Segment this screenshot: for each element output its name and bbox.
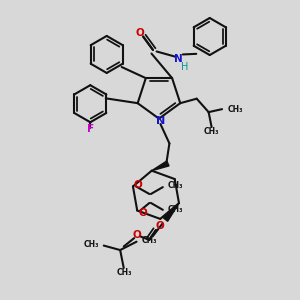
Text: O: O <box>134 180 143 190</box>
Text: O: O <box>155 221 164 232</box>
Text: CH₃: CH₃ <box>117 268 132 277</box>
Text: O: O <box>132 230 141 239</box>
Text: CH₃: CH₃ <box>83 240 99 249</box>
Text: O: O <box>135 28 144 38</box>
Text: N: N <box>174 54 183 64</box>
Polygon shape <box>164 203 179 221</box>
Polygon shape <box>152 161 169 171</box>
Text: N: N <box>156 116 165 126</box>
Text: CH₃: CH₃ <box>167 205 183 214</box>
Text: CH₃: CH₃ <box>142 236 157 245</box>
Text: CH₃: CH₃ <box>204 127 219 136</box>
Text: H: H <box>181 62 189 72</box>
Text: CH₃: CH₃ <box>228 105 244 114</box>
Text: F: F <box>87 124 94 134</box>
Text: CH₃: CH₃ <box>167 181 183 190</box>
Text: O: O <box>138 208 147 218</box>
